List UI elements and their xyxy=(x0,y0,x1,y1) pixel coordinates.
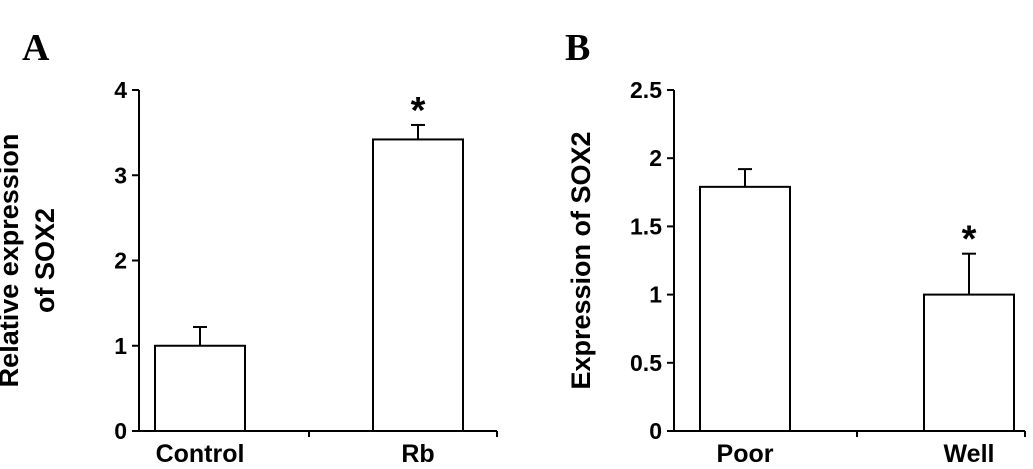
y-tick-label: 1.5 xyxy=(630,213,662,239)
y-tick-label: 2 xyxy=(114,248,127,274)
bar-poor xyxy=(699,185,791,432)
y-tick-label: 0 xyxy=(114,418,127,444)
y-axis-title-line: Expression of SOX2 xyxy=(566,131,596,389)
x-category-label: Well xyxy=(944,440,995,468)
y-tick-label: 1 xyxy=(114,333,127,359)
y-tick-label: 0 xyxy=(649,418,662,444)
chart-panel-a: A Relative expression of SOX2 0 1 2 3 4 Control R… xyxy=(0,27,498,468)
bar-rb xyxy=(372,138,464,432)
y-tick-label: 2 xyxy=(649,145,662,171)
y-tick-label: 4 xyxy=(114,77,127,103)
x-category-label: Poor xyxy=(717,440,774,468)
bar-well xyxy=(923,293,1015,432)
chart-panel-b: B Expression of SOX2 0 0.5 1 1.5 2 2.5 Poor Well * xyxy=(565,27,1026,468)
y-tick-label: 0.5 xyxy=(630,350,662,376)
panel-label: B xyxy=(565,27,590,69)
y-tick-label: 1 xyxy=(649,282,662,308)
y-tick-label: 2.5 xyxy=(630,77,662,103)
bar-control xyxy=(154,344,246,432)
y-axis-title-line: of SOX2 xyxy=(30,208,60,313)
y-tick-label: 3 xyxy=(114,162,127,188)
x-category-label: Control xyxy=(156,440,245,468)
x-category-label: Rb xyxy=(401,440,434,468)
y-axis-title-line: Relative expression xyxy=(0,134,24,388)
significance-marker: * xyxy=(962,219,977,261)
significance-marker: * xyxy=(411,90,426,132)
panel-label: A xyxy=(22,27,50,69)
